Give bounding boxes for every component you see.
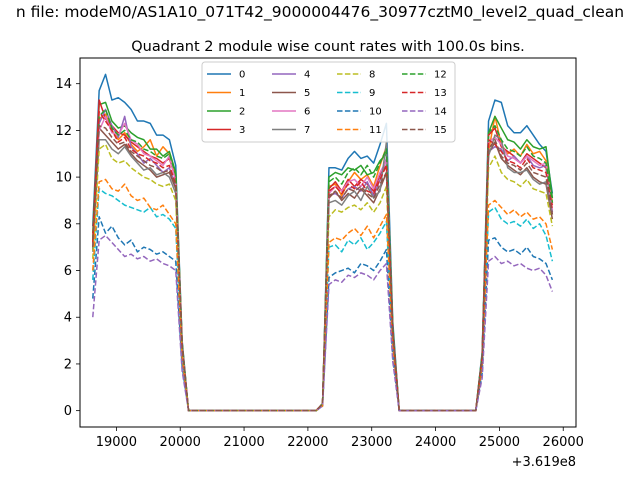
chart-title: Quadrant 2 module wise count rates with … bbox=[131, 39, 525, 55]
y-tick-label: 6 bbox=[64, 264, 72, 279]
legend-label-3: 3 bbox=[239, 125, 245, 136]
x-tick-label: 21000 bbox=[223, 435, 264, 450]
legend-label-5: 5 bbox=[304, 88, 310, 99]
legend-box bbox=[201, 61, 456, 143]
series-line-6 bbox=[92, 115, 554, 412]
series-line-7 bbox=[92, 134, 554, 412]
legend-label-7: 7 bbox=[304, 125, 310, 136]
legend-label-9: 9 bbox=[369, 88, 375, 99]
legend-label-1: 1 bbox=[239, 88, 245, 99]
legend-label-8: 8 bbox=[369, 70, 375, 81]
y-tick-label: 0 bbox=[64, 404, 72, 419]
y-tick-label: 8 bbox=[64, 217, 72, 232]
x-offset-label: +3.619e8 bbox=[512, 455, 576, 470]
y-axis: 0 2 4 6 8 10 12 14 bbox=[55, 77, 80, 419]
legend-label-15: 15 bbox=[434, 125, 447, 136]
y-tick-label: 2 bbox=[64, 357, 72, 372]
x-tick-label: 20000 bbox=[160, 435, 201, 450]
x-tick-label: 19000 bbox=[96, 435, 137, 450]
y-tick-label: 14 bbox=[55, 77, 72, 92]
legend-label-10: 10 bbox=[369, 107, 382, 118]
x-tick-label: 26000 bbox=[543, 435, 584, 450]
plot-frame bbox=[79, 57, 577, 428]
series-line-13 bbox=[92, 110, 554, 412]
x-axis: 19000 20000 21000 22000 23000 24000 25000 26000 bbox=[96, 427, 584, 450]
legend-label-11: 11 bbox=[369, 125, 382, 136]
legend-label-6: 6 bbox=[304, 107, 310, 118]
x-tick-label: 25000 bbox=[479, 435, 520, 450]
x-tick-label: 22000 bbox=[287, 435, 328, 450]
y-tick-label: 10 bbox=[55, 171, 72, 186]
series-line-8 bbox=[92, 143, 554, 412]
legend-label-2: 2 bbox=[239, 107, 245, 118]
legend-label-0: 0 bbox=[239, 70, 245, 81]
y-tick-label: 4 bbox=[64, 311, 72, 326]
legend-label-12: 12 bbox=[434, 70, 447, 81]
figure-suptitle: n file: modeM0/AS1A10_071T42_9000004476_… bbox=[16, 3, 624, 22]
legend-label-14: 14 bbox=[434, 107, 447, 118]
legend-label-4: 4 bbox=[304, 70, 310, 81]
legend-label-13: 13 bbox=[434, 88, 447, 99]
x-tick-label: 24000 bbox=[415, 435, 456, 450]
series-layer bbox=[92, 73, 554, 412]
y-tick-label: 12 bbox=[55, 124, 72, 139]
x-tick-label: 23000 bbox=[351, 435, 392, 450]
series-line-15 bbox=[92, 124, 554, 412]
